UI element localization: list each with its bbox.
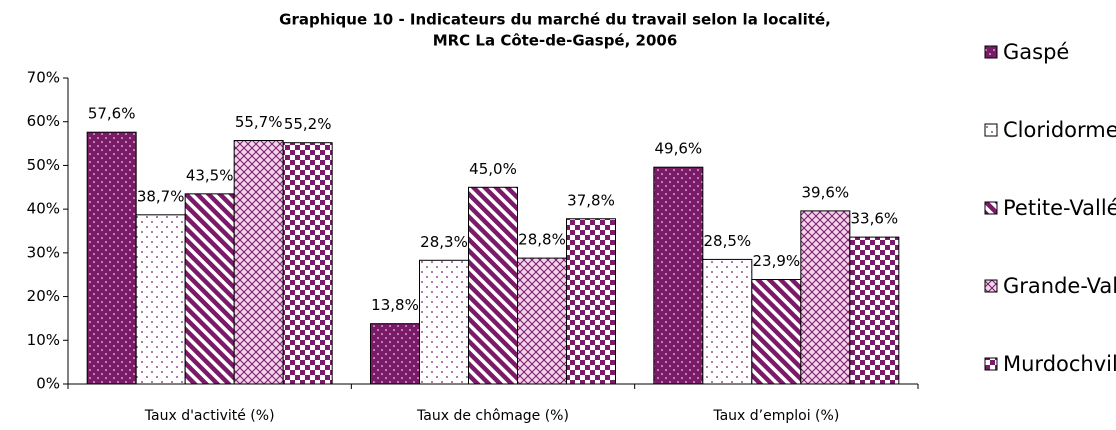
bar [468, 186, 518, 385]
chart-subtitle: MRC La Côte-de-Gaspé, 2006 [433, 32, 678, 50]
legend-label: Cloridorme [1003, 118, 1116, 142]
bar [566, 218, 616, 385]
legend-label: Murdochville [1003, 352, 1116, 376]
value-label: 55,7% [235, 113, 283, 131]
bar [702, 258, 753, 385]
value-label: 23,9% [753, 252, 801, 270]
value-label: 49,6% [655, 140, 703, 158]
bar [849, 236, 900, 385]
legend-swatch [984, 279, 998, 293]
bar [419, 259, 469, 385]
value-label: 28,5% [704, 232, 752, 250]
legend-label: Petite-Vallée [1003, 196, 1116, 220]
bar [800, 210, 851, 385]
y-tick-label: 60% [27, 112, 60, 130]
bar [751, 279, 802, 385]
value-label: 39,6% [802, 183, 850, 201]
value-label: 38,7% [137, 187, 185, 205]
legend-swatch [984, 357, 998, 371]
x-tick-label: Taux d’emploi (%) [712, 408, 839, 424]
legend-swatch [984, 45, 998, 59]
value-label: 28,3% [420, 233, 468, 251]
value-label: 28,8% [518, 231, 566, 249]
bar [653, 166, 704, 385]
y-tick-label: 40% [27, 200, 60, 218]
legend-label: Grande-Vallée [1003, 274, 1116, 298]
bar [282, 142, 333, 385]
bar [517, 257, 567, 385]
value-label: 55,2% [284, 115, 332, 133]
legend-swatch [984, 123, 998, 137]
value-label: 33,6% [851, 210, 899, 228]
chart-title: Graphique 10 - Indicateurs du marché du … [279, 11, 831, 29]
y-tick-label: 10% [27, 331, 60, 349]
bar [184, 193, 235, 385]
legend-label: Gaspé [1003, 40, 1069, 64]
y-tick-label: 20% [27, 287, 60, 305]
value-label: 37,8% [567, 191, 615, 209]
value-label: 57,6% [88, 105, 136, 123]
bar [86, 131, 137, 385]
legend-swatch [984, 201, 998, 215]
value-label: 43,5% [186, 166, 234, 184]
bar [370, 323, 420, 385]
bar [233, 140, 284, 385]
y-tick-label: 50% [27, 156, 60, 174]
value-label: 13,8% [371, 296, 419, 314]
bar [135, 214, 186, 385]
y-tick-label: 70% [27, 69, 60, 87]
y-tick-label: 0% [36, 375, 60, 393]
value-label: 45,0% [469, 160, 517, 178]
x-tick-label: Taux d'activité (%) [144, 408, 275, 424]
x-tick-label: Taux de chômage (%) [416, 408, 569, 424]
y-tick-label: 30% [27, 243, 60, 261]
